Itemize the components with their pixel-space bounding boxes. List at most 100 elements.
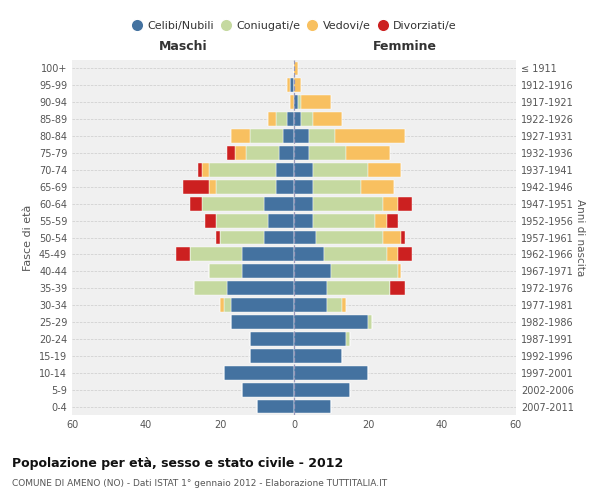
Text: Popolazione per età, sesso e stato civile - 2012: Popolazione per età, sesso e stato civil… [12,458,343,470]
Bar [183,180,209,194]
Bar [398,264,401,278]
Bar [328,282,390,295]
Bar [294,248,323,262]
Bar [217,214,268,228]
Bar [220,230,265,244]
Bar [323,248,386,262]
Bar [290,96,294,109]
Bar [217,230,220,244]
Bar [346,332,349,346]
Bar [224,298,231,312]
Bar [290,78,294,92]
Bar [309,129,335,143]
Bar [294,163,313,177]
Bar [294,264,331,278]
Bar [250,332,294,346]
Bar [202,163,209,177]
Bar [294,146,309,160]
Bar [313,180,361,194]
Bar [209,264,242,278]
Bar [294,366,368,380]
Bar [316,230,383,244]
Bar [383,230,401,244]
Bar [209,163,275,177]
Bar [227,146,235,160]
Bar [328,298,342,312]
Bar [298,96,301,109]
Bar [265,197,294,210]
Bar [231,298,294,312]
Bar [279,146,294,160]
Bar [294,197,313,210]
Bar [242,248,294,262]
Bar [190,197,202,210]
Bar [313,214,376,228]
Bar [313,163,368,177]
Bar [294,129,309,143]
Bar [294,382,349,396]
Bar [368,315,372,329]
Bar [401,230,405,244]
Bar [386,214,398,228]
Bar [309,146,346,160]
Bar [301,96,331,109]
Bar [368,163,401,177]
Bar [294,315,368,329]
Bar [265,230,294,244]
Y-axis label: Fasce di età: Fasce di età [23,204,33,270]
Bar [313,197,383,210]
Bar [250,129,283,143]
Bar [294,180,313,194]
Text: Femmine: Femmine [373,40,437,53]
Bar [335,129,405,143]
Bar [294,298,328,312]
Bar [294,282,328,295]
Bar [294,230,316,244]
Bar [220,298,224,312]
Bar [294,214,313,228]
Bar [346,146,390,160]
Bar [386,248,398,262]
Bar [231,315,294,329]
Bar [294,112,301,126]
Bar [398,248,412,262]
Bar [209,180,217,194]
Bar [283,129,294,143]
Bar [176,248,190,262]
Bar [202,197,265,210]
Y-axis label: Anni di nascita: Anni di nascita [575,199,585,276]
Bar [301,112,313,126]
Bar [194,282,227,295]
Bar [294,96,298,109]
Bar [376,214,386,228]
Bar [190,248,242,262]
Text: COMUNE DI AMENO (NO) - Dati ISTAT 1° gennaio 2012 - Elaborazione TUTTITALIA.IT: COMUNE DI AMENO (NO) - Dati ISTAT 1° gen… [12,479,387,488]
Bar [224,366,294,380]
Bar [294,62,298,76]
Bar [275,112,287,126]
Bar [342,298,346,312]
Text: Maschi: Maschi [158,40,208,53]
Bar [198,163,202,177]
Bar [383,197,398,210]
Bar [250,349,294,363]
Bar [242,382,294,396]
Bar [275,163,294,177]
Bar [294,332,346,346]
Bar [227,282,294,295]
Bar [246,146,279,160]
Bar [398,197,412,210]
Bar [257,400,294,413]
Bar [205,214,217,228]
Legend: Celibi/Nubili, Coniugati/e, Vedovi/e, Divorziati/e: Celibi/Nubili, Coniugati/e, Vedovi/e, Di… [127,16,461,36]
Bar [242,264,294,278]
Bar [287,78,290,92]
Bar [287,112,294,126]
Bar [231,129,250,143]
Bar [294,78,301,92]
Bar [268,214,294,228]
Bar [313,112,342,126]
Bar [390,282,405,295]
Bar [361,180,394,194]
Bar [331,264,398,278]
